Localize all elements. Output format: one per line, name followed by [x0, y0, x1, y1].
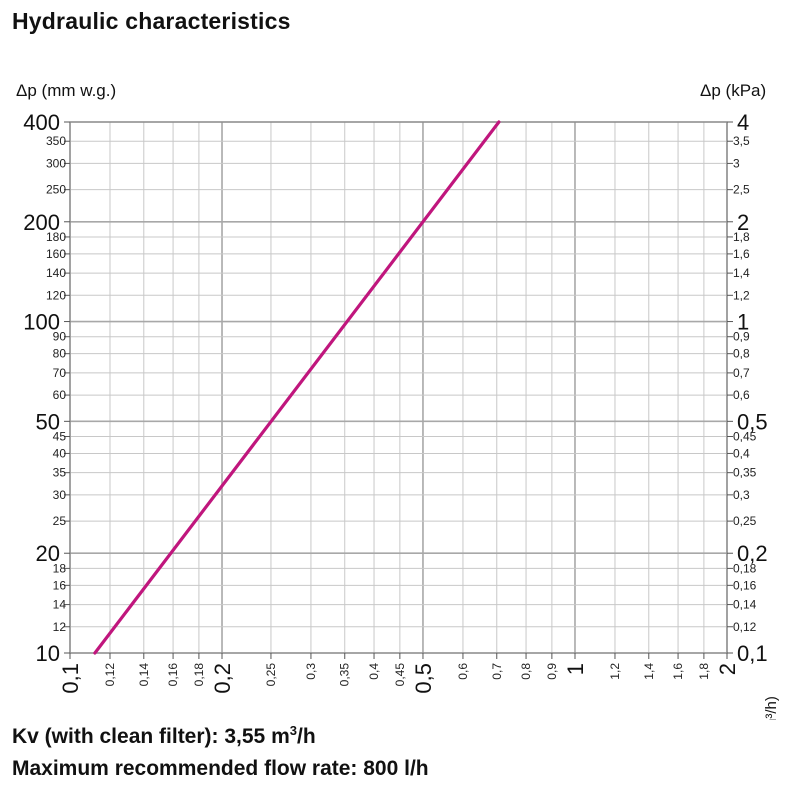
y-left-tick-label: 60 — [53, 388, 67, 402]
y-right-tick-label: 1,2 — [733, 288, 750, 302]
x-tick-label: 1,8 — [697, 663, 711, 680]
x-tick-label: 0,3 — [304, 663, 318, 680]
pressure-drop-curve — [93, 120, 501, 655]
x-tick-label: 0,35 — [338, 663, 352, 687]
plot-frame — [69, 121, 728, 654]
y-left-tick-label: 14 — [53, 598, 67, 612]
x-tick-label: 0,9 — [545, 663, 559, 680]
y-right-tick-label: 2 — [737, 210, 749, 235]
x-tick-label: 0,5 — [411, 663, 436, 694]
x-tick-label: 0,8 — [519, 663, 533, 680]
series — [93, 120, 501, 655]
x-tick-label: 1,4 — [642, 663, 656, 680]
y-left-tick-label: 160 — [46, 247, 66, 261]
kv-value: Kv (with clean filter): 3,55 m3/h — [12, 723, 316, 749]
y-right-tick-label: 0,8 — [733, 347, 750, 361]
y-axis-left-label: Δp (mm w.g.) — [16, 81, 116, 100]
y-right-tick-label: 1 — [737, 310, 749, 335]
y-right-tick-label: 0,12 — [733, 620, 757, 634]
kv-text: Kv (with clean filter): 3,55 m — [12, 725, 290, 748]
y-axis-right: 0,1 0,12 0,14 0,16 0,180,2 0,25 0,3 0,35 0,4 0,45… — [727, 110, 768, 666]
y-left-tick-label: 250 — [46, 183, 66, 197]
x-tick-label: 0,45 — [393, 663, 407, 687]
y-left-tick-label: 200 — [23, 210, 60, 235]
y-right-tick-label: 0,9 — [733, 330, 750, 344]
y-left-tick-label: 35 — [53, 466, 67, 480]
kv-unit: /h — [296, 725, 316, 748]
y-left-tick-label: 70 — [53, 366, 67, 380]
x-tick-label: 1 — [563, 663, 588, 675]
y-right-tick-label: 0,7 — [733, 366, 750, 380]
y-left-tick-label: 80 — [53, 347, 67, 361]
y-left-tick-label: 100 — [23, 310, 60, 335]
y-left-tick-label: 25 — [53, 514, 67, 528]
y-right-tick-label: 0,1 — [737, 641, 768, 666]
x-tick-label: 2 — [715, 663, 740, 675]
y-right-tick-label: 3,5 — [733, 134, 750, 148]
hydraulic-chart: 1012141618202530354045506070809010012014… — [16, 81, 780, 720]
chart-title: Hydraulic characteristics — [12, 8, 291, 34]
y-left-tick-label: 50 — [36, 409, 60, 434]
y-right-tick-label: 1,4 — [733, 266, 750, 280]
x-axis: 0,1 0,12 0,14 0,16 0,18 0,2 0,25 0,3 0,35 0,4 0,45… — [58, 653, 740, 694]
y-left-tick-label: 18 — [53, 561, 67, 575]
x-tick-label: 0,16 — [166, 663, 180, 687]
kv-superscript: 3 — [289, 723, 297, 738]
y-left-tick-label: 180 — [46, 230, 66, 244]
y-right-tick-label: 0,16 — [733, 578, 757, 592]
y-right-tick-label: 0,2 — [737, 541, 768, 566]
x-tick-label: 0,2 — [210, 663, 235, 694]
y-right-tick-label: 0,3 — [733, 488, 750, 502]
y-left-tick-label: 12 — [53, 620, 67, 634]
y-right-tick-label: 0,14 — [733, 598, 757, 612]
x-tick-label: 0,25 — [264, 663, 278, 687]
y-left-tick-label: 300 — [46, 156, 66, 170]
y-left-tick-label: 140 — [46, 266, 66, 280]
y-left-tick-label: 400 — [23, 110, 60, 135]
y-right-tick-label: 1,8 — [733, 230, 750, 244]
y-left-tick-label: 10 — [36, 641, 60, 666]
y-right-tick-label: 0,4 — [733, 446, 750, 460]
y-right-tick-label: 0,35 — [733, 466, 757, 480]
y-left-tick-label: 20 — [36, 541, 60, 566]
y-right-tick-label: 0,25 — [733, 514, 757, 528]
x-tick-label: 1,6 — [671, 663, 685, 680]
y-right-tick-label: 0,6 — [733, 388, 750, 402]
y-right-tick-label: 1,6 — [733, 247, 750, 261]
y-right-tick-label: 0,45 — [733, 429, 757, 443]
y-left-tick-label: 40 — [53, 446, 67, 460]
y-left-tick-label: 90 — [53, 330, 67, 344]
x-axis-label: G (m³/h) — [763, 696, 780, 720]
x-tick-label: 0,4 — [367, 663, 381, 680]
grid — [69, 121, 728, 654]
x-tick-label: 1,2 — [608, 663, 622, 680]
y-axis-right-label: Δp (kPa) — [700, 81, 766, 100]
x-tick-label: 0,14 — [137, 663, 151, 687]
x-tick-label: 0,12 — [103, 663, 117, 687]
x-tick-label: 0,6 — [456, 663, 470, 680]
y-left-tick-label: 120 — [46, 288, 66, 302]
x-tick-label: 0,7 — [490, 663, 504, 680]
max-flow-rate: Maximum recommended flow rate: 800 l/h — [12, 757, 429, 780]
y-right-tick-label: 3 — [733, 156, 740, 170]
y-right-tick-label: 0,18 — [733, 561, 757, 575]
y-left-tick-label: 30 — [53, 488, 67, 502]
y-left-tick-label: 45 — [53, 429, 67, 443]
y-left-tick-label: 350 — [46, 134, 66, 148]
y-right-tick-label: 0,5 — [737, 409, 768, 434]
x-tick-label: 0,1 — [58, 663, 83, 694]
y-right-tick-label: 4 — [737, 110, 749, 135]
x-tick-label: 0,18 — [192, 663, 206, 687]
y-left-tick-label: 16 — [53, 578, 67, 592]
y-right-tick-label: 2,5 — [733, 183, 750, 197]
